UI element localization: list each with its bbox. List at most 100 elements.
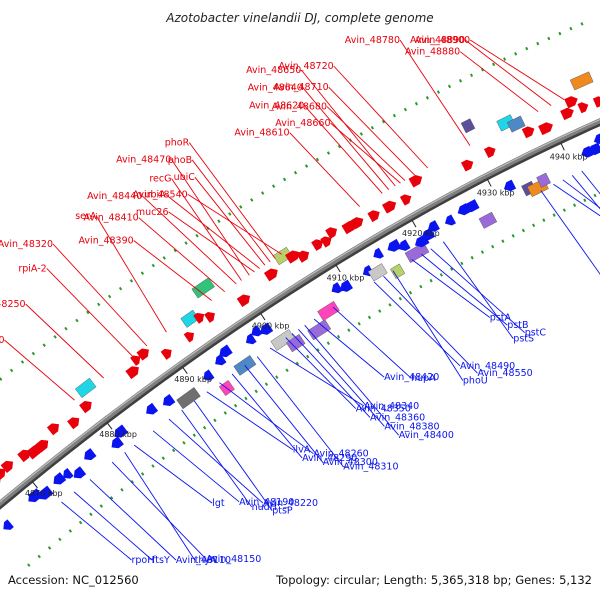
reverse-gene-arrow: [260, 322, 274, 335]
track-dot: [58, 537, 62, 542]
reverse-gene-arrow: [251, 325, 263, 337]
gene-callout-line: [168, 211, 255, 273]
forward-gene-arrow: [483, 146, 496, 159]
track-dot: [42, 343, 46, 347]
track-dot: [532, 223, 536, 228]
track-dot: [306, 354, 310, 359]
track-dot: [593, 193, 597, 198]
feature-block: [404, 242, 430, 263]
gene-callout-line: [399, 39, 471, 146]
gene-callout-line: [138, 217, 225, 293]
gene-callout-line: [61, 501, 132, 561]
track-dot: [140, 472, 145, 476]
forward-gene-label: Avin_48390: [78, 236, 133, 247]
reverse-gene-label: Avin_48360: [370, 412, 425, 423]
forward-gene-label: phoR: [165, 138, 190, 149]
ruler-tick-label: 4900 kbp: [252, 321, 290, 330]
track-dot: [521, 228, 525, 233]
track-dot: [47, 546, 52, 550]
reverse-gene-label: rpoH: [132, 555, 155, 566]
track-dot: [173, 248, 177, 253]
gene-callout-line: [562, 179, 600, 209]
track-dot: [429, 278, 433, 283]
forward-gene-arrow: [204, 311, 215, 323]
track-dot: [295, 361, 300, 366]
gene-callout-line: [206, 391, 294, 451]
track-dot: [558, 31, 562, 36]
track-dot: [89, 512, 93, 517]
track-dot: [403, 107, 408, 112]
reverse-gene-arrow: [53, 472, 67, 485]
track-dot: [583, 198, 587, 203]
track-dot: [367, 315, 372, 320]
track-dot: [184, 241, 188, 245]
forward-gene-arrow: [521, 126, 535, 139]
track-dot: [552, 213, 556, 217]
reverse-gene-label: Avin_48290: [302, 453, 357, 464]
track-dot: [9, 368, 14, 373]
track-dot: [458, 79, 463, 83]
gene-callout-line: [141, 195, 237, 285]
feature-block: [536, 172, 551, 188]
ruler-tick: [182, 366, 188, 374]
genome-backbone: [0, 117, 600, 510]
track-dot: [261, 191, 265, 195]
gene-callout-line: [181, 409, 252, 508]
track-dot: [388, 303, 392, 307]
track-dot: [213, 418, 217, 423]
forward-gene-arrow: [538, 122, 553, 136]
accession-text: Accession: NC_012560: [8, 573, 139, 587]
forward-gene-arrow: [67, 417, 80, 430]
gene-callout-line: [133, 240, 212, 301]
reverse-gene-label: Avin_48310: [343, 462, 398, 473]
gene-callout-line: [304, 324, 400, 436]
feature-block: [176, 387, 201, 410]
gene-callout-line: [383, 275, 478, 374]
forward-gene-arrow: [320, 236, 332, 248]
track-dot: [569, 26, 573, 31]
feature-block: [367, 263, 388, 282]
track-dot: [271, 184, 276, 188]
track-dot: [439, 273, 443, 277]
gene-callout-line: [25, 303, 104, 379]
track-dot: [398, 296, 402, 301]
reverse-gene-label: Avin_48220: [263, 498, 318, 509]
reverse-gene-label: ilvA: [293, 445, 311, 456]
reverse-gene-arrow: [203, 369, 215, 381]
track-dot: [254, 389, 258, 394]
track-dot: [460, 261, 464, 266]
gene-callout-line: [373, 281, 461, 367]
track-dot: [195, 233, 199, 238]
gene-callout-line: [152, 430, 240, 503]
track-dot: [337, 144, 342, 149]
reverse-gene-arrow: [340, 279, 353, 292]
forward-gene-label: phoB: [168, 155, 192, 166]
kbp-ruler: 4870 kbp 4880 kbp 4890 kbp 4900 kbp 4910 kbp…: [25, 142, 587, 498]
gene-callout-line: [469, 39, 565, 100]
track-dot: [425, 96, 429, 100]
track-dot: [161, 456, 166, 460]
inner-track-dots: [27, 193, 597, 567]
track-dot: [285, 368, 289, 373]
reverse-gene-label: Avin_48110: [176, 555, 231, 566]
forward-gene-label: Avin_48620: [249, 100, 304, 111]
forward-gene-arrow: [17, 449, 30, 463]
track-dot: [536, 41, 540, 46]
forward-gene-label: ubiA: [144, 190, 166, 201]
ruler-tick: [106, 422, 113, 430]
forward-gene-arrow: [399, 194, 412, 206]
track-dot: [470, 255, 474, 260]
forward-gene-label: muc26: [136, 207, 169, 218]
track-dot: [525, 46, 529, 51]
track-dot: [171, 448, 176, 453]
track-dot: [228, 212, 232, 216]
track-dot: [392, 113, 396, 118]
forward-gene-label: ubiC: [174, 172, 196, 183]
reverse-gene-arrow: [588, 142, 600, 156]
reverse-gene-label: pstS: [513, 334, 534, 345]
gene-callout-line: [89, 479, 177, 561]
track-dot: [140, 271, 145, 275]
forward-gene-label: Avin_48250: [0, 299, 26, 310]
